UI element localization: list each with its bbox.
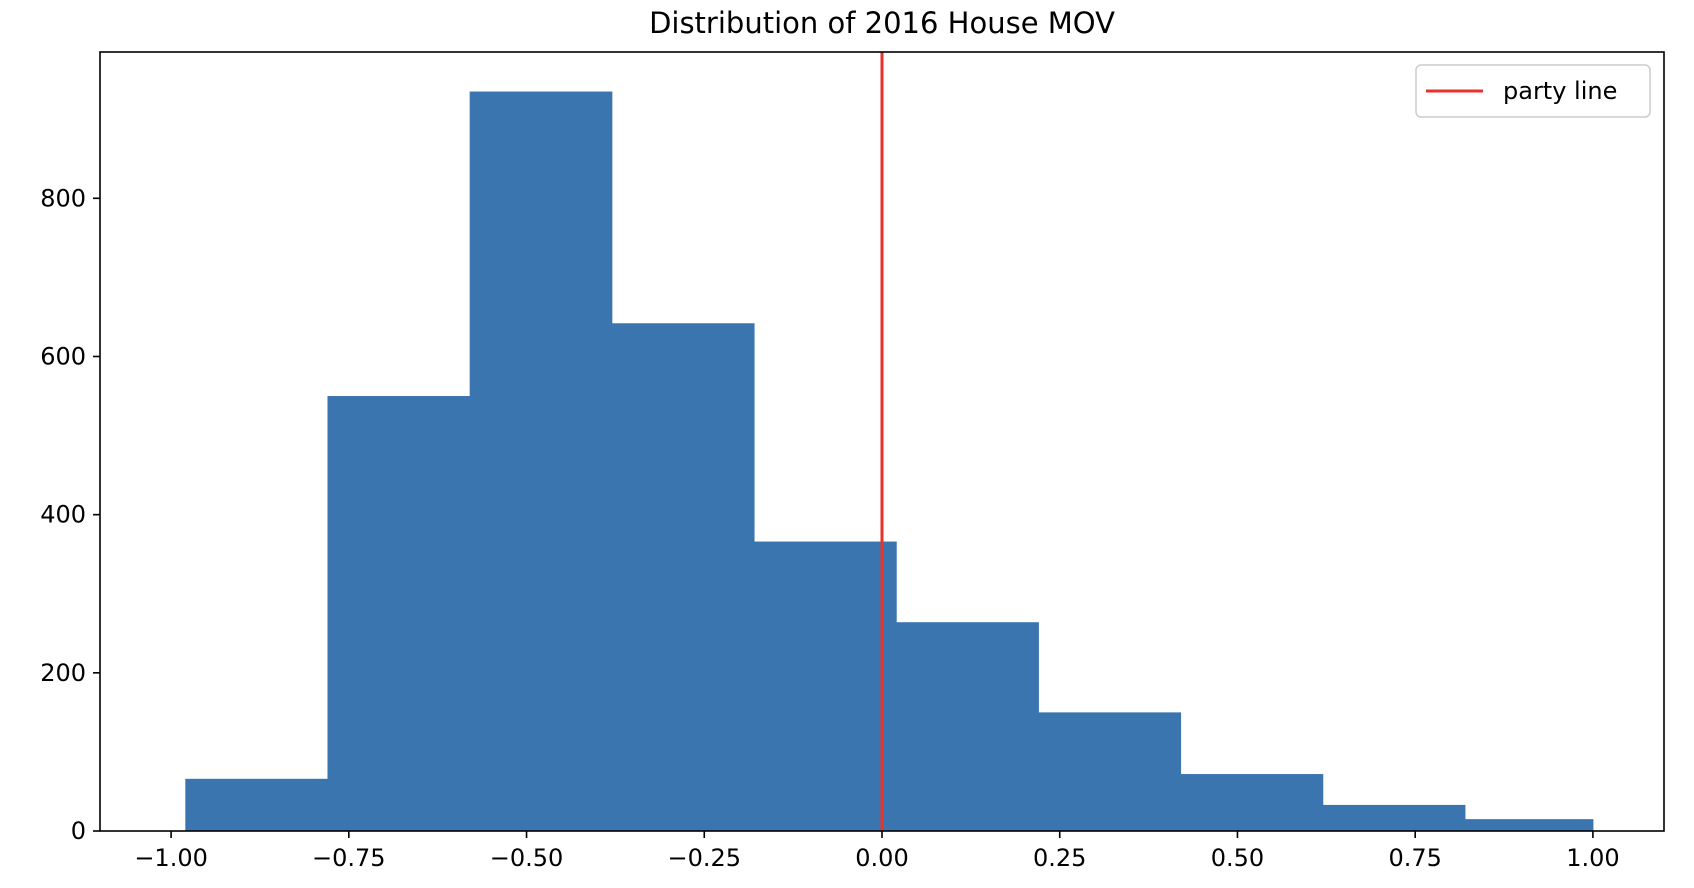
x-tick-label: −0.50 <box>490 844 564 872</box>
legend: party line <box>1415 64 1651 118</box>
x-tick-label: 0.75 <box>1388 844 1441 872</box>
x-tick-label: 0.25 <box>1033 844 1086 872</box>
legend-box <box>1415 64 1651 118</box>
histogram-bar <box>1180 774 1324 831</box>
x-tick-label: 0.50 <box>1211 844 1264 872</box>
y-axis-ticks: 0 200 400 600 800 <box>40 184 100 845</box>
histogram-bar <box>185 778 328 831</box>
y-tick-label: 0 <box>71 817 86 845</box>
histogram-bar <box>611 323 755 831</box>
chart-title: Distribution of 2016 House MOV <box>649 6 1115 40</box>
x-tick-label: −0.75 <box>312 844 386 872</box>
y-tick-label: 600 <box>40 342 86 370</box>
histogram-bar <box>1038 712 1182 831</box>
histogram-bar <box>1464 819 1594 831</box>
y-tick-label: 800 <box>40 184 86 212</box>
x-tick-label: 0.00 <box>855 844 908 872</box>
x-tick-label: −1.00 <box>134 844 208 872</box>
histogram-bar <box>1322 804 1466 831</box>
histogram-bar <box>469 91 613 831</box>
histogram-bar <box>327 396 471 831</box>
y-tick-label: 200 <box>40 659 86 687</box>
histogram-bar <box>754 541 897 831</box>
x-tick-label: 1.00 <box>1566 844 1619 872</box>
bars-group <box>185 91 1594 831</box>
histogram-bar <box>896 622 1039 831</box>
x-axis-ticks: −1.00 −0.75 −0.50 −0.25 0.00 0.25 0.50 0.75 1.00 <box>134 831 1620 872</box>
y-tick-label: 400 <box>40 501 86 529</box>
plot-frame <box>99 51 1665 832</box>
legend-label: party line <box>1503 77 1617 105</box>
x-tick-label: −0.25 <box>667 844 741 872</box>
